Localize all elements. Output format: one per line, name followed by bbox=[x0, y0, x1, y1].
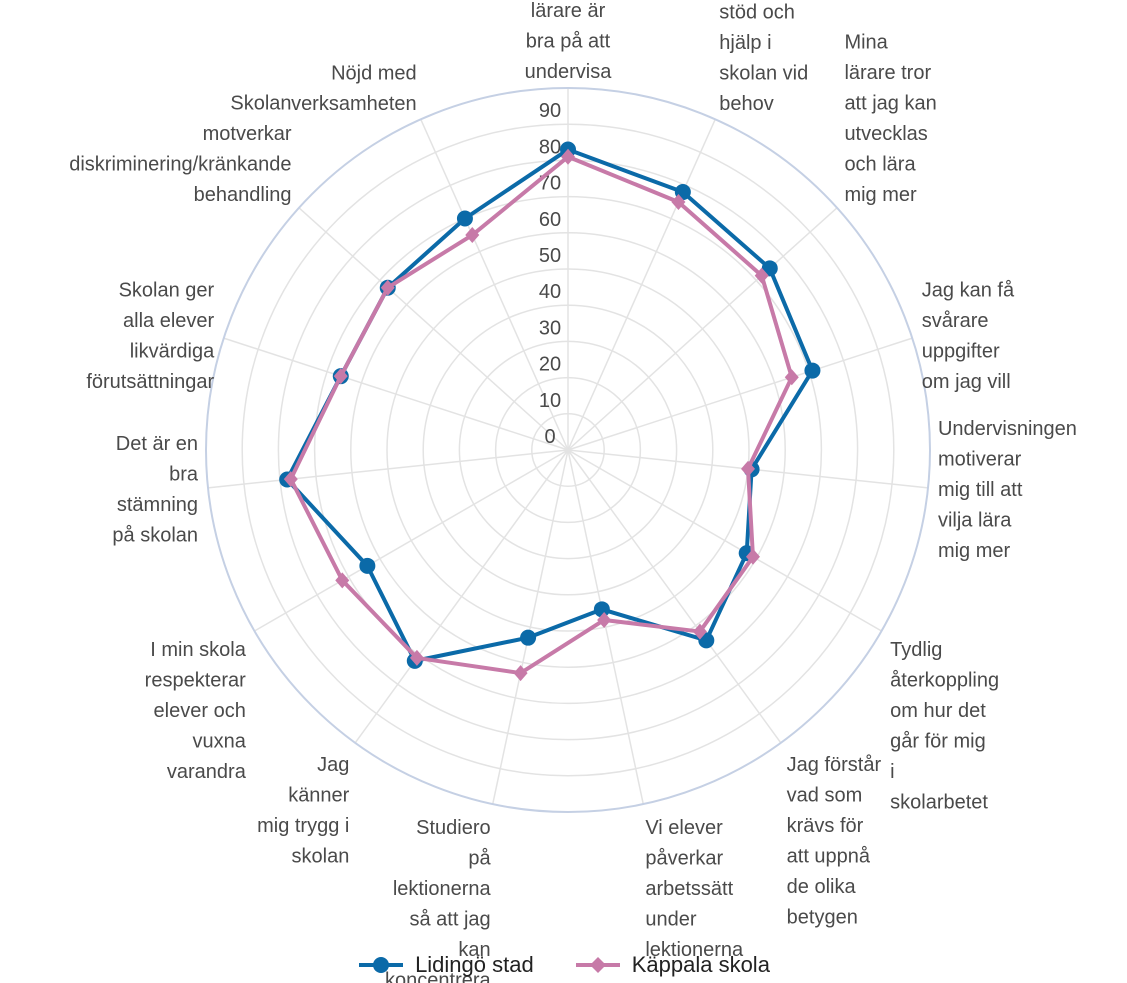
data-point[interactable] bbox=[333, 368, 348, 385]
tick-label: 0 bbox=[544, 426, 555, 448]
category-label: Jag kan få svårare uppgifter om jag vill bbox=[922, 279, 1015, 393]
data-point[interactable] bbox=[741, 460, 756, 477]
category-label: Nöjd med verksamheten bbox=[291, 63, 417, 116]
data-point[interactable] bbox=[520, 629, 537, 646]
outer-ring bbox=[205, 87, 931, 813]
data-point[interactable] bbox=[513, 665, 528, 682]
data-point[interactable] bbox=[593, 601, 610, 618]
data-point[interactable] bbox=[671, 193, 686, 210]
data-point[interactable] bbox=[465, 227, 480, 244]
data-point[interactable] bbox=[456, 210, 473, 227]
data-point[interactable] bbox=[380, 279, 395, 296]
tick-label: 40 bbox=[539, 281, 561, 303]
category-label: I min skola respekterar elever och vuxna var… bbox=[145, 639, 247, 783]
data-point[interactable] bbox=[692, 623, 707, 640]
data-point[interactable] bbox=[745, 548, 760, 565]
grid-ring bbox=[313, 195, 823, 705]
category-label: Mina lärare tror att jag kan utvecklas och l… bbox=[844, 32, 936, 207]
tick-label: 60 bbox=[539, 209, 561, 231]
radar-grid bbox=[205, 87, 931, 813]
grid-ring bbox=[422, 304, 714, 596]
grid-ring bbox=[494, 376, 642, 524]
data-point[interactable] bbox=[784, 369, 799, 386]
grid-ring bbox=[386, 268, 750, 632]
series-line bbox=[288, 154, 794, 676]
series-kappala-skola bbox=[283, 148, 799, 682]
category-label: Skolan motverkar diskriminering/kränkande b… bbox=[69, 93, 292, 206]
legend-label: Käppala skola bbox=[631, 952, 770, 977]
category-label: Studiero på lektionerna så att jag kan koncen… bbox=[385, 817, 492, 983]
data-point[interactable] bbox=[283, 471, 298, 488]
data-point[interactable] bbox=[409, 649, 424, 666]
legend-circle-marker-icon bbox=[359, 957, 404, 973]
tick-label: 30 bbox=[539, 317, 561, 339]
legend-diamond-marker-icon bbox=[575, 957, 620, 973]
grid-ring bbox=[350, 232, 786, 668]
tick-label: 10 bbox=[539, 390, 561, 412]
grid-ring bbox=[458, 340, 678, 560]
category-label: Det är en bra stämning på skolan bbox=[112, 433, 199, 547]
series-layer bbox=[279, 141, 821, 682]
category-label: Undervisningen motiverar mig till att vilja… bbox=[938, 418, 1077, 562]
tick-label: 90 bbox=[539, 100, 561, 122]
data-point[interactable] bbox=[804, 362, 821, 379]
legend-item-kappala[interactable]: Käppala skola bbox=[574, 952, 770, 978]
category-label: Vi elever påverkar arbetssätt under lektione… bbox=[645, 817, 744, 961]
grid-ring bbox=[241, 123, 895, 777]
category-label: Jag förstår vad som krävs för att uppnå de o… bbox=[787, 754, 882, 929]
category-label: Tydlig återkoppling om hur det går för mig i… bbox=[890, 639, 999, 814]
data-point[interactable] bbox=[335, 572, 350, 589]
legend-label: Lidingö stad bbox=[415, 952, 534, 977]
category-label: Skolan ger alla elever likvärdiga förutsätt… bbox=[86, 279, 215, 393]
data-point[interactable] bbox=[754, 267, 769, 284]
tick-label: 50 bbox=[539, 245, 561, 267]
category-label: Jag känner mig trygg i skolan bbox=[257, 754, 350, 868]
grid-ring bbox=[531, 413, 605, 487]
data-point[interactable] bbox=[561, 148, 575, 165]
data-point[interactable] bbox=[359, 557, 376, 574]
data-point[interactable] bbox=[597, 611, 612, 628]
legend-item-lidingo[interactable]: Lidingö stad bbox=[357, 952, 534, 978]
tick-label: 20 bbox=[539, 354, 561, 376]
tick-label: 80 bbox=[539, 136, 561, 158]
legend: Lidingö stad Käppala skola bbox=[0, 952, 1127, 978]
